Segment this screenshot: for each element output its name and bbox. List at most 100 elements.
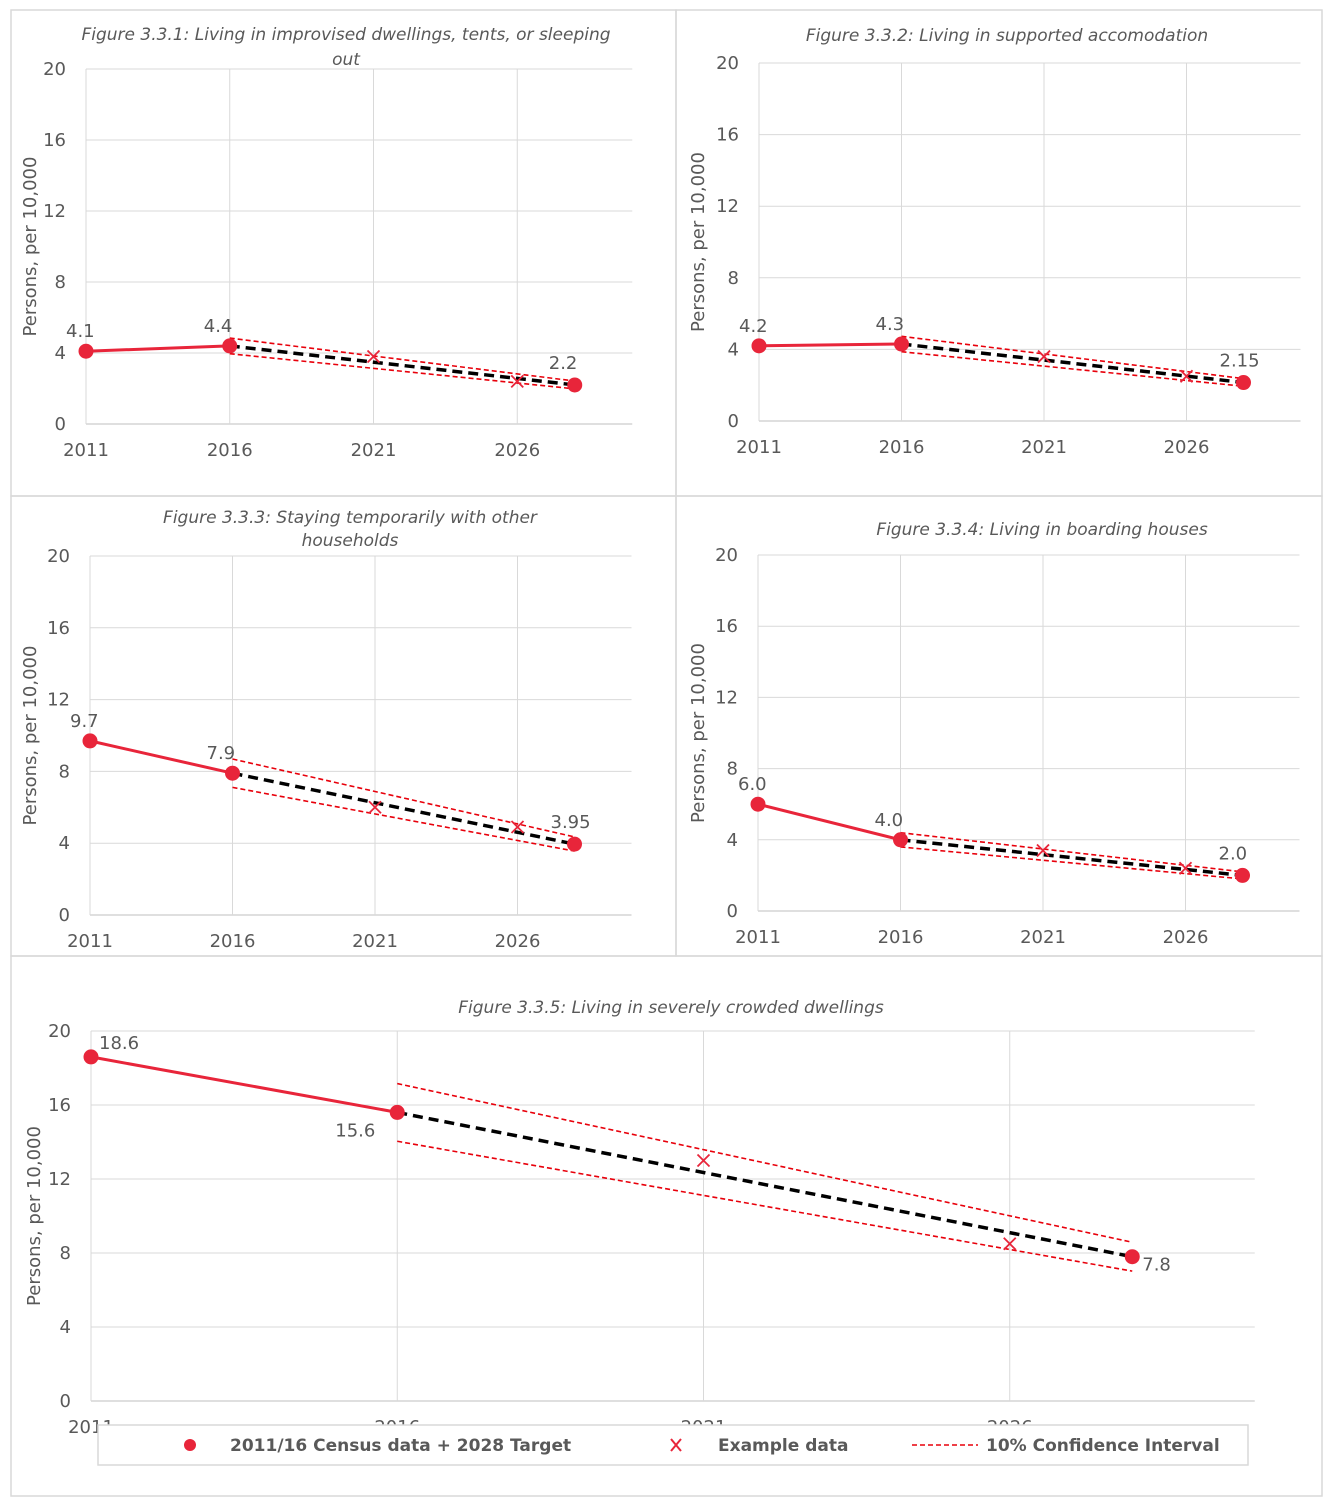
fig-3-3-2-ylabel: Persons, per 10,000 — [688, 152, 709, 332]
fig-3-3-4-trend-line — [900, 838, 1243, 878]
fig-3-3-1-data-label-2016: 4.4 — [204, 316, 233, 337]
legend-label-ci: 10% Confidence Interval — [986, 1436, 1220, 1456]
fig-3-3-5-example-point-2026 — [1003, 1237, 1017, 1251]
fig-3-3-2-data-label-2011: 4.2 — [739, 316, 768, 337]
fig-3-3-5-census-point-2011 — [83, 1049, 99, 1065]
fig-3-3-4-ylabel: Persons, per 10,000 — [688, 643, 709, 823]
fig-3-3-2-ytick-4: 4 — [728, 339, 739, 360]
fig-3-3-5-census-point-2016 — [389, 1104, 405, 1120]
fig-3-3-4-census-point-2016 — [893, 832, 908, 848]
panel-border-5 — [10, 955, 1323, 1497]
fig-3-3-1-example-point-2026 — [510, 374, 524, 389]
fig-3-3-4-title-line-1: Figure 3.3.4: Living in boarding houses — [876, 520, 1208, 540]
fig-3-3-2-census-point-2016 — [894, 336, 909, 352]
fig-3-3-3-ci-lower — [232, 786, 575, 852]
fig-3-3-5-ytick-8: 8 — [60, 1243, 71, 1264]
fig-3-3-1-ytick-4: 4 — [55, 343, 66, 364]
panel-border-1 — [10, 9, 677, 497]
fig-3-3-5-ci-lower — [397, 1140, 1133, 1272]
fig-3-3-5-title-line-1: Figure 3.3.5: Living in severely crowded… — [458, 998, 884, 1018]
fig-3-3-2-xtick-2016: 2016 — [879, 437, 925, 458]
fig-3-3-2-ytick-8: 8 — [728, 268, 739, 289]
fig-3-3-1-ci-lower — [229, 352, 575, 390]
fig-3-3-4-ytick-16: 16 — [715, 616, 738, 637]
fig-3-3-3-ytick-20: 20 — [47, 546, 70, 567]
fig-3-3-4-data-label-2016: 4.0 — [875, 810, 904, 831]
legend: 2011/16 Census data + 2028 Target Example… — [97, 1424, 1249, 1466]
fig-3-3-3-trend-line — [232, 771, 575, 846]
fig-3-3-3-ytick-4: 4 — [59, 833, 70, 854]
fig-3-3-4-census-point-2011 — [750, 796, 766, 812]
fig-3-3-3-ylabel: Persons, per 10,000 — [20, 646, 41, 826]
fig-3-3-1-ytick-20: 20 — [43, 59, 66, 80]
fig-3-3-1-xtick-2021: 2021 — [351, 440, 397, 461]
fig-3-3-3-example-point-2026 — [510, 820, 525, 834]
fig-3-3-4-xtick-2021: 2021 — [1020, 927, 1066, 948]
fig-3-3-2-xtick-2021: 2021 — [1021, 437, 1067, 458]
fig-3-3-1-ytick-0: 0 — [55, 414, 66, 435]
fig-3-3-3-xtick-2026: 2026 — [495, 931, 541, 952]
fig-3-3-3-ci-upper — [232, 758, 575, 838]
fig-3-3-2-title-line-1: Figure 3.3.2: Living in supported accomo… — [806, 26, 1208, 46]
fig-3-3-1-census-point-2028 — [567, 377, 583, 393]
fig-3-3-5-ci-upper — [397, 1082, 1133, 1244]
fig-3-3-3-data-label-2016: 7.9 — [207, 743, 236, 764]
fig-3-3-1-data-label-2028: 2.2 — [549, 353, 578, 374]
fig-3-3-5-ytick-16: 16 — [48, 1095, 71, 1116]
fig-3-3-2-ytick-0: 0 — [728, 411, 739, 432]
fig-3-3-3-census-point-2011 — [82, 733, 98, 749]
fig-3-3-5-census-point-2028 — [1124, 1249, 1140, 1265]
fig-3-3-1-census-line — [85, 344, 230, 353]
fig-3-3-4-census-line — [757, 802, 901, 842]
fig-3-3-3-ytick-0: 0 — [59, 905, 70, 926]
fig-3-3-2-census-point-2011 — [751, 338, 767, 354]
fig-3-3-5-data-label-2028: 7.8 — [1142, 1255, 1171, 1276]
fig-3-3-3-chart: Figure 3.3.3: Staying temporarily with o… — [20, 508, 632, 952]
fig-3-3-1-ytick-8: 8 — [55, 272, 66, 293]
fig-3-3-2-chart: Figure 3.3.2: Living in supported accomo… — [688, 26, 1301, 458]
fig-3-3-1-xtick-2026: 2026 — [494, 440, 540, 461]
fig-3-3-2-ytick-12: 12 — [716, 196, 739, 217]
legend-cross-marker — [670, 1438, 682, 1452]
fig-3-3-5-ytick-20: 20 — [48, 1021, 71, 1042]
fig-3-3-4-example-point-2021 — [1036, 843, 1050, 858]
fig-3-3-1-census-point-2016 — [222, 338, 238, 354]
fig-3-3-1-census-point-2011 — [78, 343, 94, 359]
fig-3-3-4-data-label-2028: 2.0 — [1219, 843, 1248, 864]
panel-border-2 — [675, 9, 1323, 497]
fig-3-3-5-chart: Figure 3.3.5: Living in severely crowded… — [24, 998, 1255, 1438]
fig-3-3-2-xtick-2011: 2011 — [736, 437, 782, 458]
fig-3-3-5-ytick-12: 12 — [48, 1169, 71, 1190]
fig-3-3-5-ylabel: Persons, per 10,000 — [24, 1126, 45, 1306]
fig-3-3-4-example-point-2026 — [1178, 861, 1193, 875]
panel-border-3 — [10, 495, 677, 957]
fig-3-3-5-data-label-2011: 18.6 — [99, 1033, 139, 1054]
fig-3-3-3-title-line-2: households — [302, 531, 399, 551]
fig-3-3-4-xtick-2016: 2016 — [878, 927, 924, 948]
fig-3-3-1-ci-upper — [229, 337, 575, 382]
fig-3-3-2-xtick-2026: 2026 — [1164, 437, 1210, 458]
fig-3-3-2-example-point-2026 — [1179, 369, 1194, 383]
fig-3-3-4-census-point-2028 — [1235, 867, 1250, 883]
fig-3-3-5-data-label-2016: 15.6 — [335, 1120, 375, 1141]
fig-3-3-3-ytick-12: 12 — [47, 690, 70, 711]
fig-3-3-3-title-line-1: Figure 3.3.3: Staying temporarily with o… — [163, 508, 538, 528]
fig-3-3-1-example-point-2021 — [366, 349, 381, 364]
legend-box — [97, 1424, 1249, 1466]
fig-3-3-4-chart: Figure 3.3.4: Living in boarding houses 0… — [688, 520, 1300, 948]
fig-3-3-5-ytick-4: 4 — [60, 1317, 71, 1338]
fig-3-3-5-census-line — [90, 1055, 398, 1114]
fig-3-3-4-ytick-0: 0 — [727, 901, 738, 922]
fig-3-3-2-data-label-2016: 4.3 — [876, 314, 905, 335]
fig-3-3-4-xtick-2026: 2026 — [1163, 927, 1209, 948]
fig-3-3-3-data-label-2028: 3.95 — [551, 812, 591, 833]
fig-3-3-1-data-label-2011: 4.1 — [66, 321, 95, 342]
fig-3-3-4-ci-upper — [900, 831, 1243, 873]
fig-3-3-2-census-line — [758, 342, 902, 348]
fig-3-3-2-ytick-20: 20 — [716, 53, 739, 74]
fig-3-3-1-ytick-16: 16 — [43, 130, 66, 151]
legend-label-census: 2011/16 Census data + 2028 Target — [230, 1436, 571, 1456]
fig-3-3-3-census-point-2028 — [567, 836, 582, 852]
fig-3-3-4-ci-lower — [900, 846, 1243, 880]
